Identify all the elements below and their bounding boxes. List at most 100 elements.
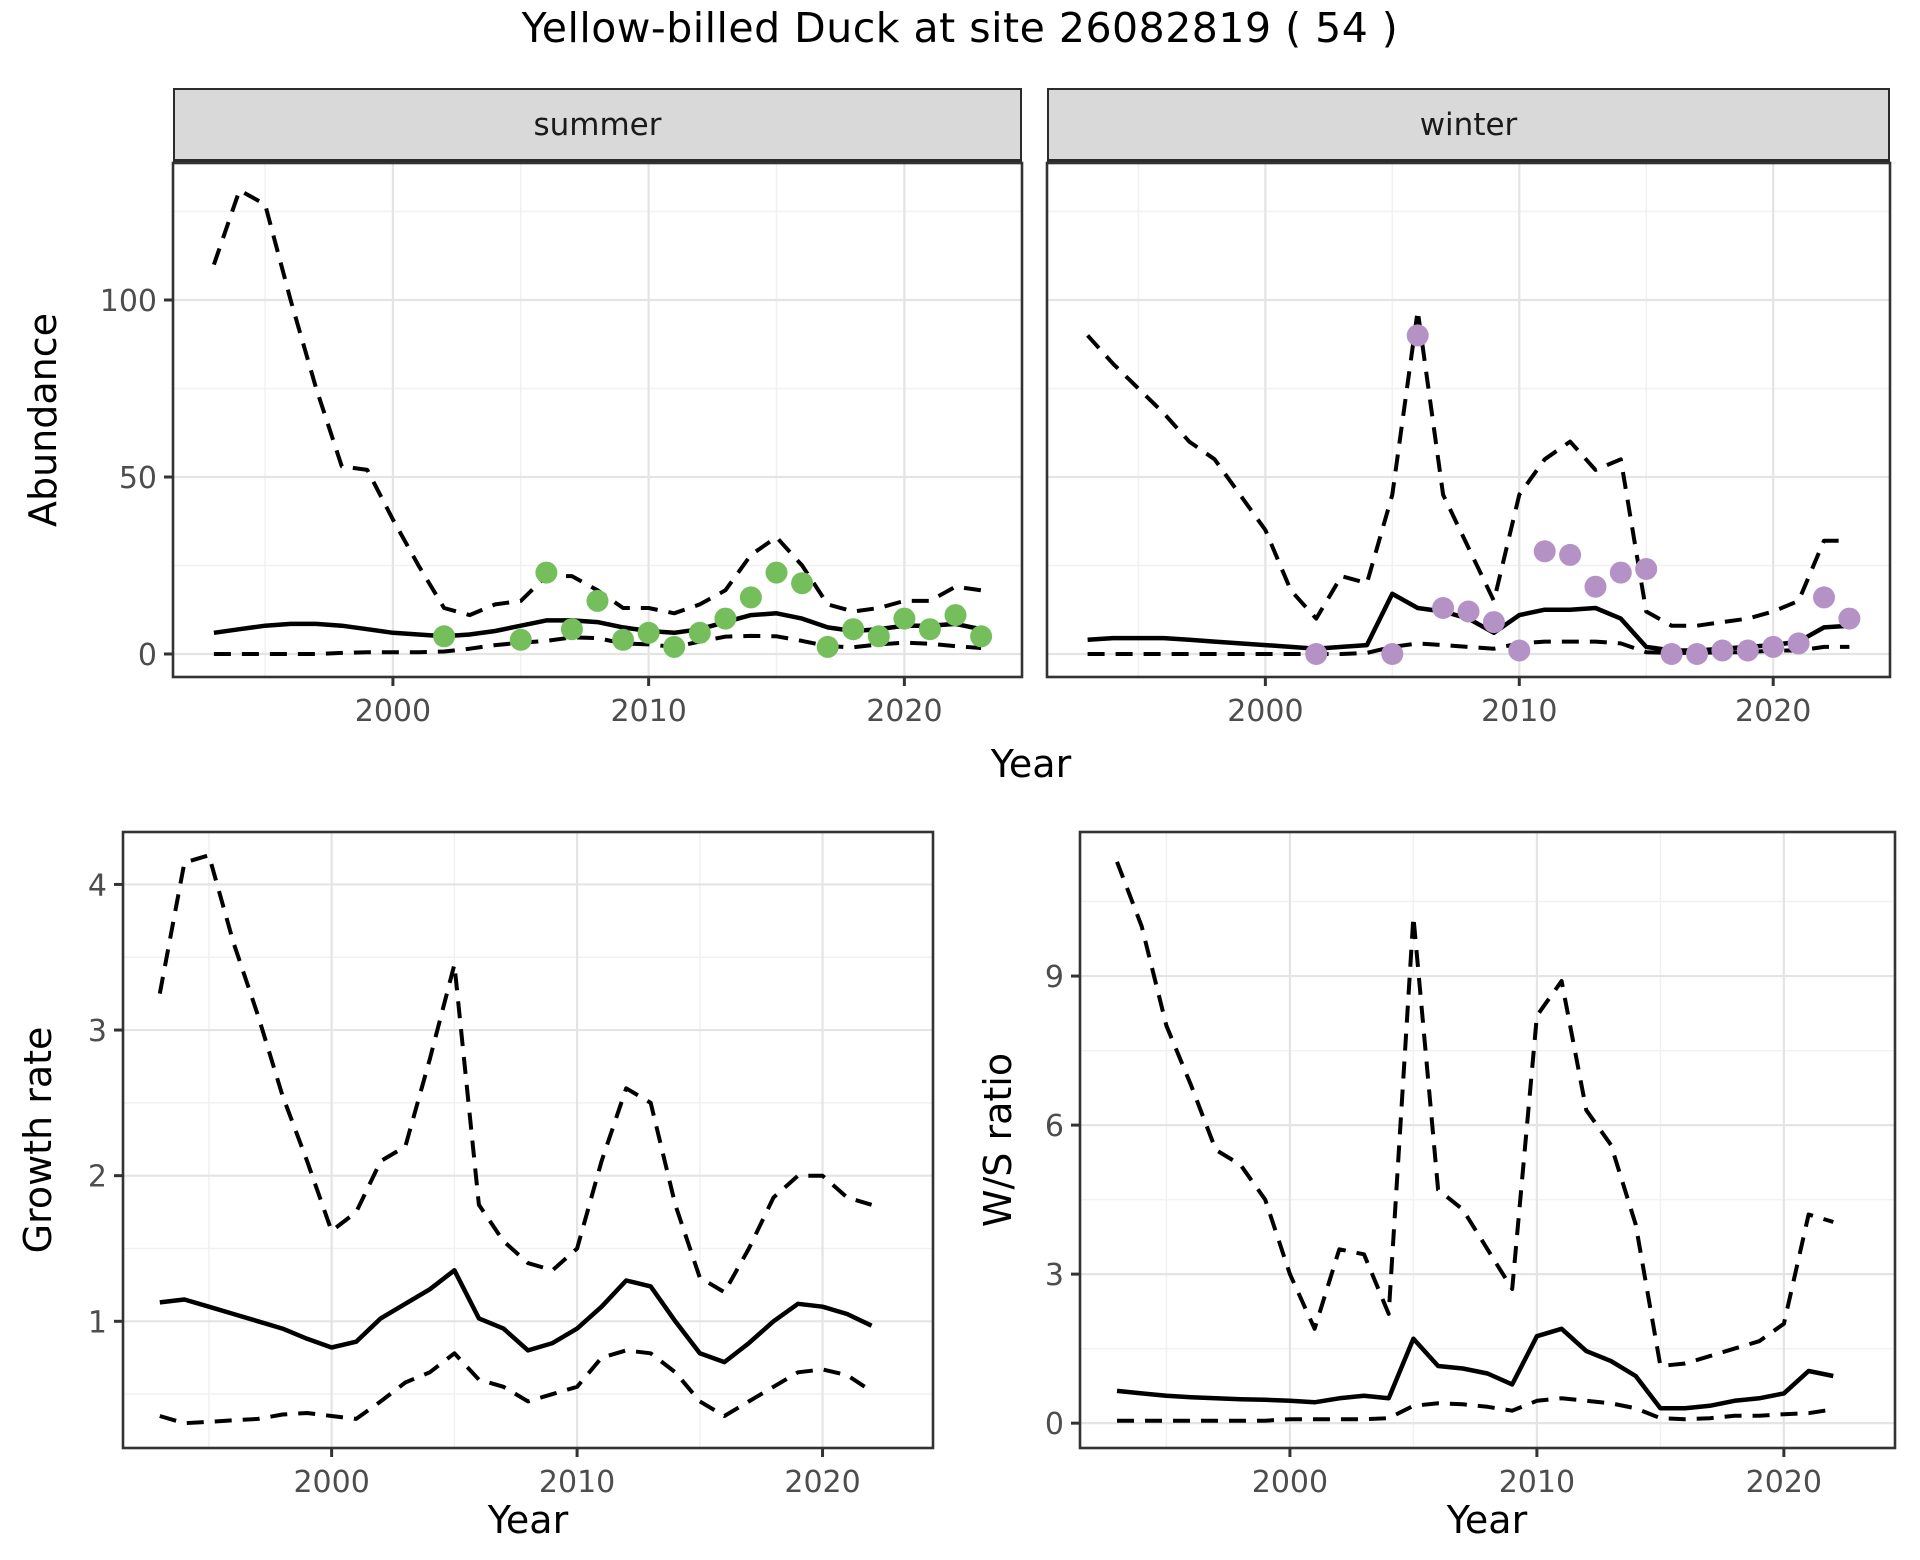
growth_rate-gridlines — [123, 832, 933, 1448]
observed-point — [867, 625, 890, 648]
x-tick-label: 2020 — [1746, 1465, 1822, 1500]
y-tick-label: 4 — [88, 868, 107, 903]
x-tick-label: 2010 — [539, 1465, 615, 1500]
observed-point — [970, 625, 993, 648]
observed-point — [944, 604, 967, 627]
observed-point — [1609, 561, 1632, 584]
x-axis-title-abundance: Year — [990, 742, 1072, 786]
x-tick-label: 2020 — [1735, 694, 1811, 729]
y-axis-title-abundance: Abundance — [21, 312, 65, 528]
winter-abundance-panel: 2000 2010 2020 — [1045, 161, 1892, 729]
x-axis-title-ws-ratio: Year — [1446, 1498, 1528, 1542]
ws-ratio-panel: 2000 2010 2020 0 3 6 9 — [1045, 830, 1897, 1500]
observed-point — [765, 561, 788, 584]
x-tick-label: 2000 — [1252, 1465, 1328, 1500]
growth_rate-lower_ci-line — [159, 1348, 873, 1426]
x-tick-label: 2000 — [355, 694, 431, 729]
observed-point — [1660, 643, 1683, 665]
summer-abundance-panel: 2000 2010 2020 0 50 100 — [100, 161, 1024, 729]
ws_ratio-median-line — [1116, 1326, 1834, 1411]
observed-point — [1482, 611, 1505, 634]
observed-point — [1432, 597, 1455, 619]
observed-point — [688, 621, 711, 644]
y-tick-label: 6 — [1045, 1109, 1064, 1144]
facet-strip-summer: summer — [173, 88, 1022, 163]
ws_ratio-panel-border — [1078, 830, 1897, 1450]
observed-point — [842, 618, 865, 641]
y-tick-label: 3 — [88, 1014, 107, 1049]
growth-rate-panel: 2000 2010 2020 1 2 3 4 — [88, 830, 935, 1500]
facet-strip-winter-label: winter — [1419, 106, 1518, 143]
observed-point — [1838, 607, 1861, 630]
observed-point — [535, 561, 558, 584]
abundance_summer-upper_ci-line — [212, 188, 982, 618]
observed-point — [816, 635, 839, 658]
abundance_winter-gridlines — [1047, 163, 1890, 677]
observed-point — [1711, 639, 1734, 662]
observed-point — [1686, 643, 1708, 665]
observed-point — [637, 621, 660, 644]
ws_ratio-axis: 2000 2010 2020 0 3 6 9 — [1045, 960, 1822, 1500]
observed-point — [1457, 600, 1480, 623]
observed-point — [714, 607, 737, 630]
y-tick-label: 3 — [1045, 1258, 1064, 1293]
growth_rate-upper_ci-line — [157, 853, 873, 1295]
y-tick-label: 100 — [100, 284, 157, 319]
observed-point — [1305, 643, 1328, 665]
observed-point — [586, 589, 609, 612]
observed-point — [560, 618, 583, 641]
abundance_summer-series — [212, 188, 982, 656]
x-tick-label: 2000 — [1227, 694, 1303, 729]
ws_ratio-series — [1115, 861, 1834, 1423]
observed-point — [1508, 639, 1531, 662]
observed-point — [1406, 324, 1429, 347]
y-tick-label: 0 — [138, 638, 157, 673]
x-tick-label: 2020 — [866, 694, 942, 729]
abundance_summer-gridlines — [173, 163, 1022, 677]
x-tick-label: 2010 — [1499, 1465, 1575, 1500]
observed-point — [1813, 586, 1835, 609]
ws_ratio-upper_ci-line — [1115, 861, 1834, 1368]
observed-point — [791, 572, 814, 595]
observed-point — [1559, 543, 1582, 566]
observed-point — [918, 618, 941, 641]
observed-point — [739, 586, 762, 609]
abundance_summer-axis: 2000 2010 2020 0 50 100 — [100, 284, 943, 729]
ws_ratio-gridlines — [1080, 832, 1895, 1448]
growth_rate-median-line — [159, 1268, 873, 1365]
abundance_winter-panel-border — [1045, 161, 1892, 679]
x-tick-label: 2000 — [293, 1465, 369, 1500]
x-axis-title-growth-rate: Year — [487, 1498, 569, 1542]
y-tick-label: 50 — [119, 461, 157, 496]
figure-title: Yellow-billed Duck at site 26082819 ( 54… — [521, 4, 1399, 52]
observed-point — [1787, 632, 1810, 655]
abundance_winter-axis: 2000 2010 2020 — [1227, 677, 1811, 729]
x-tick-label: 2010 — [610, 694, 686, 729]
observed-point — [1584, 575, 1607, 598]
abundance_winter-upper_ci-line — [1086, 308, 1850, 628]
facet-strip-winter: winter — [1047, 88, 1890, 163]
observed-point — [1762, 635, 1785, 658]
observed-point — [612, 628, 635, 651]
abundance_summer-lower_ci-line — [213, 633, 982, 656]
y-tick-label: 2 — [88, 1160, 107, 1195]
observed-point — [1381, 643, 1404, 665]
abundance_summer-observed-points — [433, 561, 993, 658]
y-tick-label: 0 — [1045, 1407, 1064, 1442]
ws_ratio-lower_ci-line — [1117, 1396, 1834, 1423]
x-tick-label: 2020 — [784, 1465, 860, 1500]
x-tick-label: 2010 — [1481, 694, 1557, 729]
abundance_winter-lower_ci-line — [1087, 639, 1850, 656]
observed-point — [1533, 540, 1556, 563]
abundance_winter-observed-points — [1305, 324, 1861, 665]
observed-point — [433, 625, 456, 648]
abundance_summer-median-line — [213, 611, 982, 639]
growth_rate-panel-border — [121, 830, 935, 1450]
observed-point — [1635, 558, 1658, 580]
facet-strip-summer-label: summer — [533, 106, 662, 143]
growth_rate-axis: 2000 2010 2020 1 2 3 4 — [88, 868, 861, 1500]
observed-point — [893, 607, 916, 630]
observed-point — [509, 628, 532, 651]
growth_rate-series — [157, 853, 873, 1426]
